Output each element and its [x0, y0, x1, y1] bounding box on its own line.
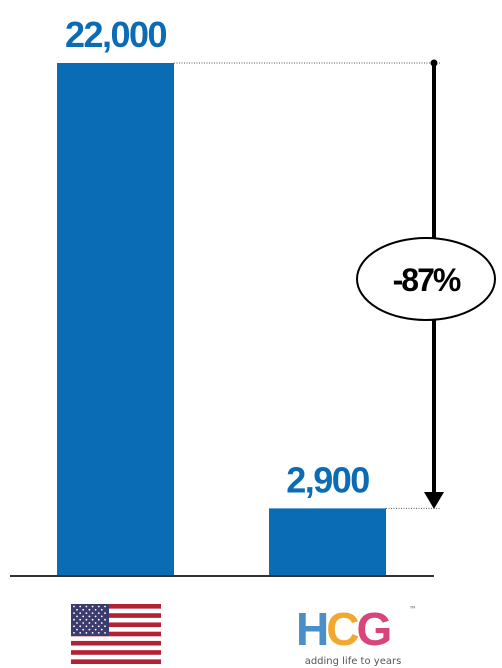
svg-text:HCG: HCG — [296, 603, 389, 655]
change-badge: -87% — [356, 237, 496, 321]
hcg-logo-g: G — [356, 603, 389, 655]
bar-2 — [269, 508, 386, 576]
hcg-tagline: adding life to years — [305, 656, 402, 667]
change-label: -87% — [393, 262, 461, 298]
us-flag-icon — [71, 604, 161, 664]
value-label-1: 22,000 — [65, 14, 167, 55]
bar-1 — [57, 63, 174, 576]
hcg-logo-c: C — [326, 603, 358, 655]
hcg-logo: HCG ™ adding life to years — [296, 603, 417, 667]
hcg-logo-h: H — [296, 603, 327, 655]
value-labels-group: 22,000 2,900 — [65, 14, 371, 500]
hcg-logo-tm: ™ — [409, 605, 417, 614]
value-label-2: 2,900 — [286, 459, 369, 500]
bars-group — [57, 63, 386, 576]
